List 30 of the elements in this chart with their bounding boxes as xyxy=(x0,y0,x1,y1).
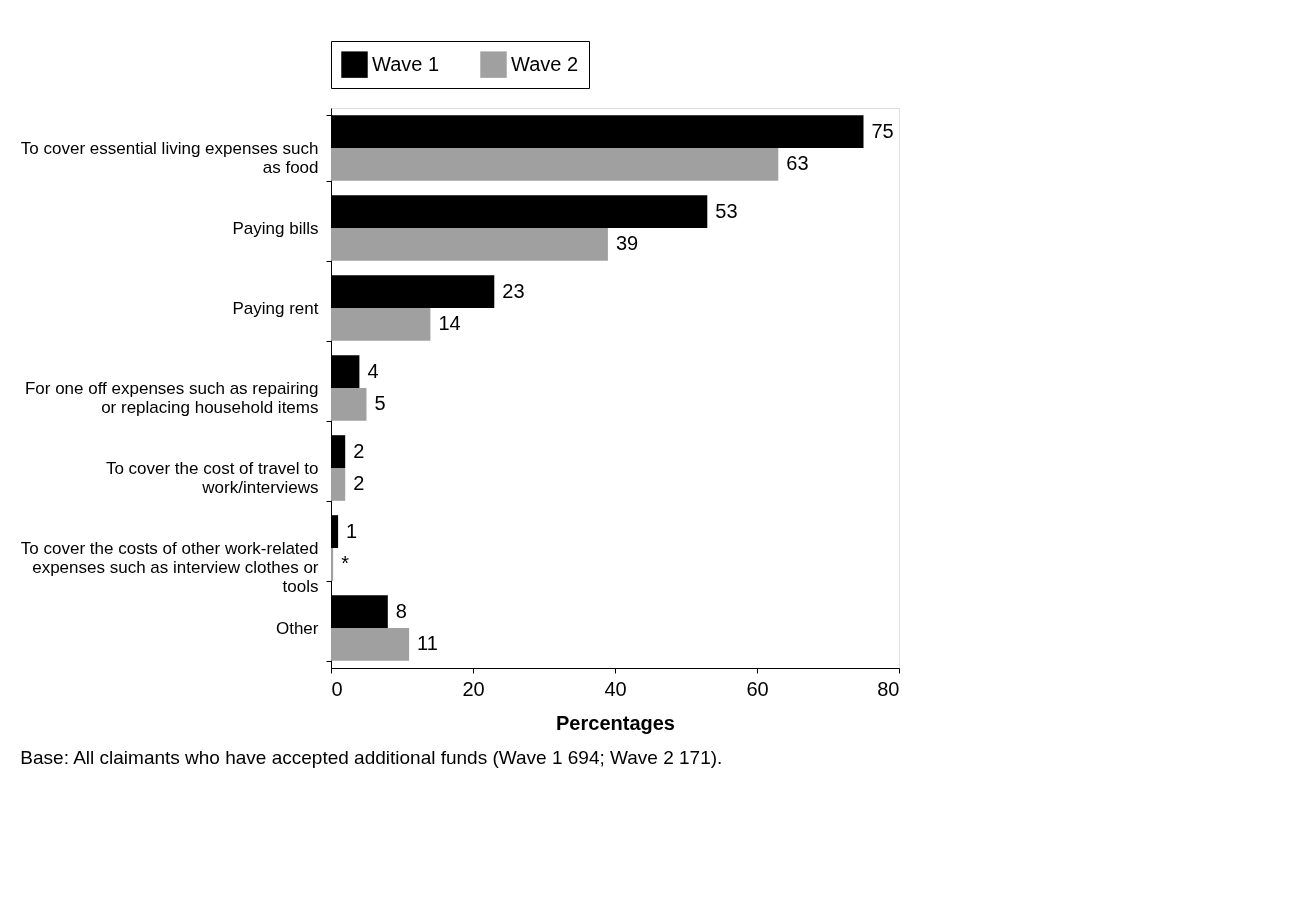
x-tick-label: 80 xyxy=(877,677,900,700)
x-tick-label: 40 xyxy=(604,677,627,700)
data-label: 75 xyxy=(871,119,894,142)
x-tick-label: 60 xyxy=(746,677,769,700)
text: Base: All claimants who have accepted additional funds (Wave 1 694; Wave 2 171). xyxy=(20,747,723,768)
data-label: 2 xyxy=(353,472,365,495)
y-tick-label: To cover essential living expenses such as food xyxy=(20,138,319,177)
x-tick-label: 20 xyxy=(462,677,485,700)
data-label: 39 xyxy=(615,232,639,255)
data-label: * xyxy=(341,552,350,575)
y-tick-label: Paying rent xyxy=(232,298,319,318)
y-tick-label: To cover the costs of other work-related expenses such as interview clothes or tools xyxy=(20,538,319,596)
data-label: 23 xyxy=(502,279,525,302)
data-label: 11 xyxy=(417,632,438,655)
y-tick-label: To cover the cost of travel to work/interviews xyxy=(105,458,319,497)
data-label: 5 xyxy=(374,392,386,415)
x-tick-label: 0 xyxy=(331,677,343,700)
y-tick-label: Paying bills xyxy=(232,218,319,238)
y-tick-label: For one off expenses such as repairing or replacing household items xyxy=(24,378,319,417)
data-label: 53 xyxy=(715,199,738,222)
data-label: 4 xyxy=(367,359,379,382)
x-axis-title: Percentages xyxy=(556,711,675,734)
data-label: 8 xyxy=(395,599,407,622)
data-label: 63 xyxy=(786,152,809,175)
data-label: 2 xyxy=(353,439,365,462)
legend-label: Wave 2 xyxy=(511,52,579,75)
legend-label: Wave 1 xyxy=(372,52,440,75)
data-label: 1 xyxy=(346,519,358,542)
data-label: 14 xyxy=(438,312,461,335)
y-tick-label: Other xyxy=(275,618,319,638)
